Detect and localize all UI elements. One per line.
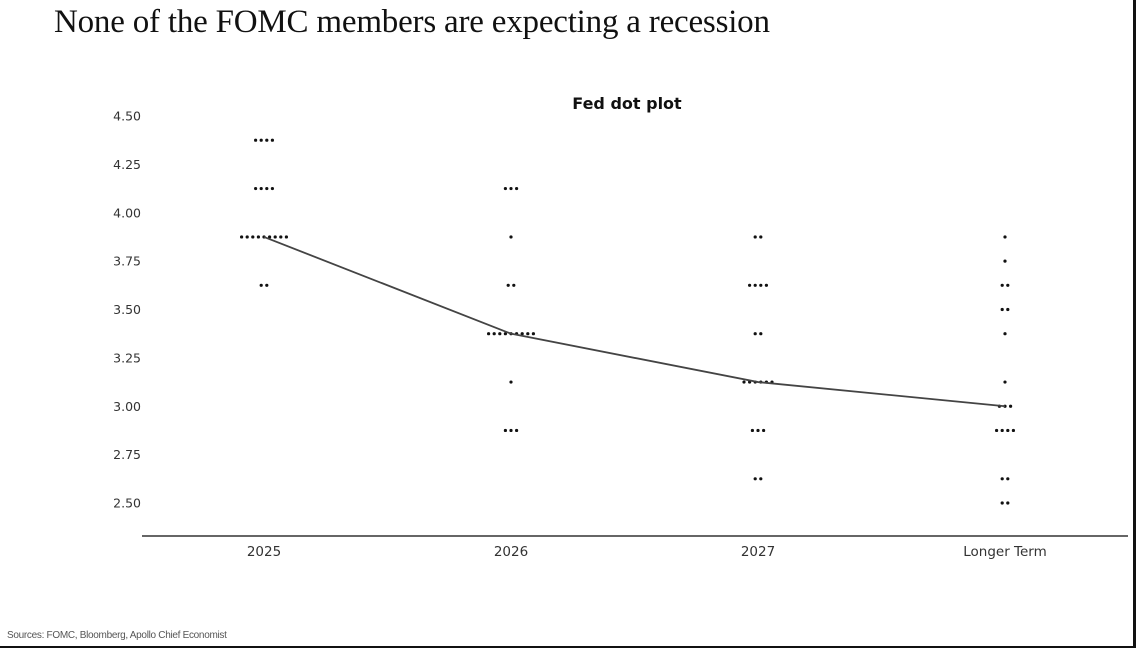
projection-dot bbox=[259, 186, 263, 191]
y-tick-label: 4.50 bbox=[113, 109, 141, 124]
projection-dot bbox=[251, 235, 255, 239]
projection-dot bbox=[509, 186, 513, 191]
projection-dot bbox=[270, 186, 274, 191]
projection-dot bbox=[748, 283, 752, 287]
projection-dot bbox=[531, 332, 536, 336]
projection-dot bbox=[254, 186, 258, 191]
projection-dot bbox=[515, 186, 519, 191]
projection-dot bbox=[515, 428, 519, 433]
projection-dot bbox=[1003, 332, 1007, 336]
projection-dot bbox=[762, 428, 766, 433]
projection-dot bbox=[498, 332, 502, 336]
projection-dot bbox=[1006, 501, 1010, 505]
projection-dot bbox=[1003, 259, 1007, 263]
projection-dot bbox=[759, 235, 763, 239]
x-category-label: Longer Term bbox=[963, 544, 1047, 560]
y-tick-label: 2.50 bbox=[113, 496, 141, 511]
projection-dot bbox=[279, 235, 283, 239]
projection-dot bbox=[240, 235, 244, 239]
projection-dot bbox=[259, 138, 263, 142]
x-category-label: 2027 bbox=[741, 544, 775, 560]
projection-dot bbox=[509, 428, 513, 433]
projection-dot bbox=[512, 283, 516, 287]
median-line bbox=[263, 236, 1006, 408]
projection-dot bbox=[526, 332, 530, 336]
chart-title: Fed dot plot bbox=[572, 94, 682, 113]
projection-dot bbox=[270, 138, 274, 142]
projection-dot bbox=[1006, 477, 1010, 481]
dots-layer bbox=[240, 138, 1016, 505]
projection-dot bbox=[492, 332, 496, 336]
projection-dot bbox=[759, 332, 763, 336]
source-note: Sources: FOMC, Bloomberg, Apollo Chief E… bbox=[7, 630, 227, 641]
projection-dot bbox=[1000, 477, 1004, 481]
projection-dot bbox=[1006, 307, 1010, 312]
projection-dot bbox=[759, 283, 763, 287]
projection-dot bbox=[753, 283, 757, 287]
page-headline: None of the FOMC members are expecting a… bbox=[54, 4, 770, 40]
projection-dot bbox=[503, 332, 507, 336]
projection-dot bbox=[509, 380, 513, 384]
projection-dot bbox=[273, 235, 277, 239]
projection-dot bbox=[1000, 428, 1004, 433]
y-tick-label: 3.00 bbox=[113, 399, 141, 414]
projection-dot bbox=[520, 332, 524, 336]
projection-dot bbox=[753, 332, 757, 336]
projection-dot bbox=[753, 477, 757, 481]
projection-dot bbox=[268, 235, 272, 239]
y-tick-label: 3.25 bbox=[113, 350, 141, 365]
projection-dot bbox=[753, 235, 757, 239]
projection-dot bbox=[764, 283, 769, 287]
projection-dot bbox=[487, 332, 491, 336]
projection-dot bbox=[245, 235, 249, 239]
projection-dot bbox=[265, 283, 269, 287]
x-axis-categories: 2025 2026 2027 Longer Term bbox=[247, 544, 1047, 560]
projection-dot bbox=[756, 428, 760, 433]
projection-dot bbox=[742, 380, 746, 384]
projection-dot bbox=[256, 235, 260, 239]
projection-dot bbox=[1003, 380, 1007, 384]
y-tick-label: 3.75 bbox=[113, 254, 141, 269]
projection-dot bbox=[1009, 404, 1013, 408]
y-tick-label: 4.25 bbox=[113, 157, 141, 172]
projection-dot bbox=[259, 283, 263, 287]
projection-dot bbox=[254, 138, 258, 142]
projection-dot bbox=[1003, 235, 1007, 239]
projection-dot bbox=[506, 283, 510, 287]
y-axis-ticks: 4.50 4.25 4.00 3.75 3.50 3.25 3.00 2.75 2.50 bbox=[113, 109, 141, 511]
projection-dot bbox=[1000, 307, 1004, 312]
y-tick-label: 4.00 bbox=[113, 205, 141, 220]
projection-dot bbox=[1011, 428, 1016, 433]
projection-dot bbox=[265, 186, 269, 191]
projection-dot bbox=[265, 138, 269, 142]
projection-dot bbox=[284, 235, 288, 239]
y-tick-label: 2.75 bbox=[113, 447, 141, 462]
projection-dot bbox=[1006, 428, 1010, 433]
y-tick-label: 3.50 bbox=[113, 302, 141, 317]
projection-dot bbox=[750, 428, 755, 433]
projection-dot bbox=[995, 428, 999, 433]
projection-dot bbox=[503, 428, 507, 433]
projection-dot bbox=[1000, 283, 1004, 287]
projection-dot bbox=[1000, 501, 1004, 505]
projection-dot bbox=[503, 186, 507, 191]
projection-dot bbox=[1006, 283, 1010, 287]
projection-dot bbox=[509, 235, 513, 239]
x-category-label: 2026 bbox=[494, 544, 528, 560]
projection-dot bbox=[759, 477, 763, 481]
x-category-label: 2025 bbox=[247, 544, 281, 560]
